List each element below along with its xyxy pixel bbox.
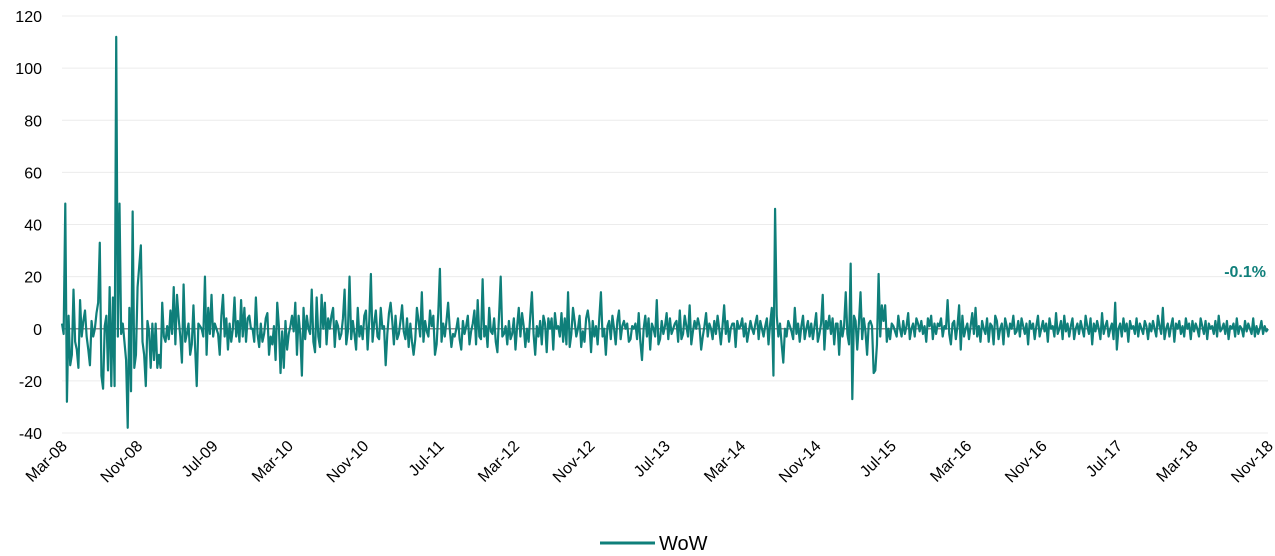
x-tick-label: Mar-18 [1154, 438, 1202, 486]
x-tick-label: Jul-13 [631, 438, 674, 481]
x-tick-label: Mar-16 [927, 438, 975, 486]
x-tick-label: Jul-09 [179, 438, 222, 481]
x-tick-label: Jul-11 [406, 438, 448, 480]
x-tick-label: Nov-10 [324, 438, 373, 487]
x-tick-label: Jul-15 [857, 438, 900, 481]
y-tick-label: 100 [15, 61, 42, 78]
y-axis-ticks: 120 100 80 60 40 20 0 -20 -40 [15, 9, 42, 443]
x-tick-label: Nov-16 [1002, 438, 1051, 487]
legend: WoW [600, 533, 708, 555]
series-line-wow [60, 35, 1269, 429]
x-tick-label: Jul-17 [1083, 438, 1126, 481]
y-tick-label: -40 [19, 426, 42, 443]
x-tick-label: Mar-10 [249, 438, 297, 486]
y-tick-label: -20 [19, 374, 42, 391]
y-tick-label: 20 [24, 270, 42, 287]
y-tick-label: 0 [33, 322, 42, 339]
x-tick-label: Nov-08 [98, 438, 147, 487]
gridlines [62, 15, 1268, 434]
y-tick-label: 80 [24, 113, 42, 130]
x-axis-ticks: Mar-08 Nov-08 Jul-09 Mar-10 Nov-10 Jul-11 Mar-… [23, 438, 1275, 487]
y-tick-label: 40 [24, 218, 42, 235]
y-tick-label: 120 [15, 9, 42, 26]
x-tick-label: Nov-12 [550, 438, 599, 487]
x-tick-label: Mar-08 [23, 438, 71, 486]
legend-label-wow: WoW [659, 533, 708, 555]
x-tick-label: Nov-18 [1228, 438, 1275, 487]
y-tick-label: 60 [24, 165, 42, 182]
end-value-label: -0.1% [1224, 264, 1266, 281]
x-tick-label: Mar-12 [475, 438, 523, 486]
x-tick-label: Mar-14 [701, 438, 749, 486]
x-tick-label: Nov-14 [776, 438, 825, 487]
